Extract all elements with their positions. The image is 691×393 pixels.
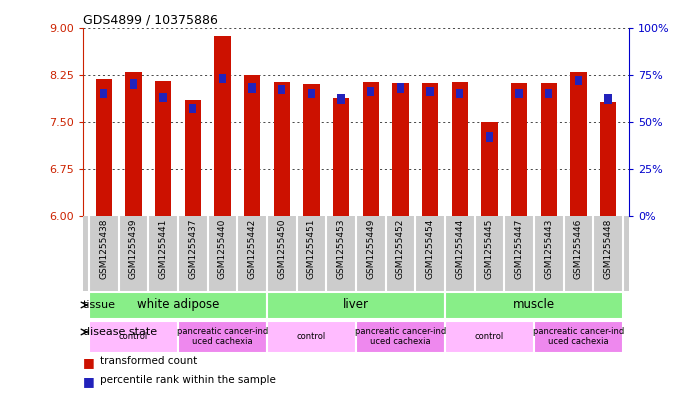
- Bar: [422, 83, 438, 216]
- Text: GSM1255454: GSM1255454: [426, 219, 435, 279]
- Bar: [307, 89, 315, 98]
- Bar: [545, 89, 552, 98]
- Bar: [540, 83, 557, 216]
- Bar: [333, 98, 349, 216]
- Bar: [534, 321, 623, 353]
- Text: GSM1255448: GSM1255448: [603, 219, 612, 279]
- Text: GSM1255442: GSM1255442: [247, 219, 256, 279]
- Text: pancreatic cancer-ind
uced cachexia: pancreatic cancer-ind uced cachexia: [533, 327, 624, 346]
- Bar: [89, 321, 178, 353]
- Bar: [160, 93, 167, 102]
- Text: GSM1255449: GSM1255449: [366, 219, 375, 279]
- Text: pancreatic cancer-ind
uced cachexia: pancreatic cancer-ind uced cachexia: [177, 327, 268, 346]
- Text: GSM1255443: GSM1255443: [545, 219, 553, 279]
- Bar: [570, 72, 587, 216]
- Bar: [189, 104, 196, 113]
- Bar: [100, 89, 107, 98]
- Bar: [445, 321, 534, 353]
- Text: tissue: tissue: [83, 300, 116, 310]
- Text: GSM1255444: GSM1255444: [455, 219, 464, 279]
- Bar: [244, 75, 261, 216]
- Text: GSM1255451: GSM1255451: [307, 219, 316, 279]
- Text: pancreatic cancer-ind
uced cachexia: pancreatic cancer-ind uced cachexia: [354, 327, 446, 346]
- Bar: [214, 36, 231, 216]
- Text: GSM1255439: GSM1255439: [129, 219, 138, 279]
- Text: GSM1255441: GSM1255441: [158, 219, 167, 279]
- Bar: [218, 74, 226, 83]
- Text: transformed count: transformed count: [100, 356, 198, 365]
- Bar: [337, 94, 345, 104]
- Text: liver: liver: [343, 298, 369, 312]
- Bar: [155, 81, 171, 216]
- Text: control: control: [119, 332, 148, 341]
- Text: control: control: [296, 332, 326, 341]
- Bar: [481, 122, 498, 216]
- Bar: [426, 87, 434, 96]
- Text: GSM1255453: GSM1255453: [337, 219, 346, 279]
- Text: GSM1255437: GSM1255437: [188, 219, 197, 279]
- Bar: [511, 83, 527, 216]
- Bar: [178, 321, 267, 353]
- Bar: [130, 79, 137, 89]
- Bar: [184, 100, 201, 216]
- Bar: [445, 292, 623, 319]
- Text: GSM1255440: GSM1255440: [218, 219, 227, 279]
- Bar: [575, 75, 582, 85]
- Text: GSM1255446: GSM1255446: [574, 219, 583, 279]
- Bar: [89, 292, 267, 319]
- Text: muscle: muscle: [513, 298, 555, 312]
- Text: disease state: disease state: [83, 327, 158, 337]
- Bar: [278, 85, 285, 94]
- Text: GSM1255447: GSM1255447: [515, 219, 524, 279]
- Bar: [274, 82, 290, 216]
- Bar: [451, 82, 468, 216]
- Bar: [267, 321, 356, 353]
- Text: GSM1255450: GSM1255450: [277, 219, 286, 279]
- Text: GSM1255452: GSM1255452: [396, 219, 405, 279]
- Bar: [456, 89, 464, 98]
- Bar: [125, 72, 142, 216]
- Text: ■: ■: [83, 375, 95, 388]
- Bar: [397, 83, 404, 93]
- Text: white adipose: white adipose: [137, 298, 219, 312]
- Bar: [486, 132, 493, 141]
- Text: control: control: [475, 332, 504, 341]
- Bar: [515, 89, 523, 98]
- Text: GSM1255438: GSM1255438: [100, 219, 108, 279]
- Bar: [367, 87, 375, 96]
- Text: GDS4899 / 10375886: GDS4899 / 10375886: [83, 13, 218, 26]
- Bar: [356, 321, 445, 353]
- Text: percentile rank within the sample: percentile rank within the sample: [100, 375, 276, 385]
- Text: ■: ■: [83, 356, 95, 369]
- Bar: [605, 94, 612, 104]
- Bar: [95, 79, 112, 216]
- Bar: [248, 83, 256, 93]
- Text: GSM1255445: GSM1255445: [485, 219, 494, 279]
- Bar: [392, 83, 408, 216]
- Bar: [363, 82, 379, 216]
- Bar: [600, 102, 616, 216]
- Bar: [267, 292, 445, 319]
- Bar: [303, 84, 319, 216]
